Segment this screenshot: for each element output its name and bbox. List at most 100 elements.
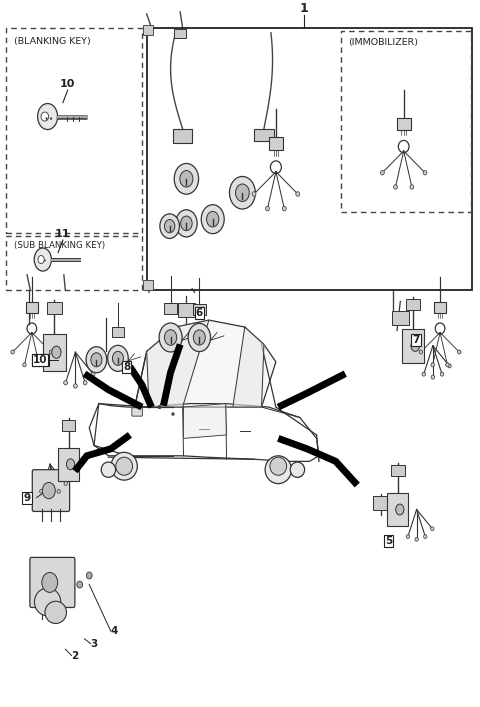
Ellipse shape <box>176 210 197 237</box>
Text: 6: 6 <box>196 308 203 318</box>
Ellipse shape <box>415 537 418 542</box>
Polygon shape <box>135 320 276 407</box>
Ellipse shape <box>64 481 67 486</box>
Bar <box>144 281 153 290</box>
Ellipse shape <box>410 185 414 189</box>
Ellipse shape <box>41 112 48 121</box>
Bar <box>340 31 471 212</box>
FancyBboxPatch shape <box>30 557 75 607</box>
Ellipse shape <box>44 259 46 262</box>
Bar <box>254 129 274 141</box>
Bar <box>406 299 420 310</box>
Text: (IMMOBILIZER): (IMMOBILIZER) <box>348 38 418 47</box>
Bar <box>392 311 409 325</box>
FancyBboxPatch shape <box>32 469 70 511</box>
Ellipse shape <box>49 350 53 354</box>
Bar <box>173 129 192 143</box>
Ellipse shape <box>206 211 219 227</box>
Ellipse shape <box>77 581 83 588</box>
Text: (SUB BLANKING KEY): (SUB BLANKING KEY) <box>13 242 105 250</box>
Bar <box>112 327 124 337</box>
Ellipse shape <box>83 380 87 385</box>
Ellipse shape <box>265 456 291 484</box>
Bar <box>391 465 405 476</box>
Ellipse shape <box>265 206 269 211</box>
Ellipse shape <box>160 214 180 238</box>
Ellipse shape <box>419 350 422 354</box>
Text: 11: 11 <box>55 228 71 239</box>
Bar <box>174 28 186 38</box>
Ellipse shape <box>165 329 177 345</box>
Ellipse shape <box>296 192 300 197</box>
Ellipse shape <box>40 489 43 493</box>
Ellipse shape <box>23 363 26 367</box>
Bar <box>147 28 472 290</box>
Ellipse shape <box>252 192 256 197</box>
Ellipse shape <box>116 457 132 475</box>
Text: 9: 9 <box>24 493 31 503</box>
Ellipse shape <box>236 184 249 201</box>
Text: 3: 3 <box>91 638 98 649</box>
Text: 8: 8 <box>123 363 130 373</box>
Polygon shape <box>183 404 227 438</box>
Ellipse shape <box>45 601 67 624</box>
Ellipse shape <box>431 527 434 530</box>
Ellipse shape <box>86 572 92 579</box>
Ellipse shape <box>193 330 205 345</box>
Ellipse shape <box>37 363 41 367</box>
Ellipse shape <box>457 350 461 354</box>
Text: 10: 10 <box>60 78 75 88</box>
Ellipse shape <box>270 457 287 475</box>
Ellipse shape <box>201 205 224 234</box>
Ellipse shape <box>50 117 52 119</box>
Ellipse shape <box>57 489 60 493</box>
Bar <box>372 496 390 510</box>
Bar <box>47 302 62 315</box>
Ellipse shape <box>157 405 161 409</box>
Ellipse shape <box>188 323 211 351</box>
Ellipse shape <box>411 340 420 351</box>
Ellipse shape <box>431 375 435 379</box>
Ellipse shape <box>180 170 193 187</box>
Ellipse shape <box>229 177 255 209</box>
Ellipse shape <box>422 372 426 376</box>
Ellipse shape <box>180 216 192 230</box>
Ellipse shape <box>440 372 444 376</box>
Text: 7: 7 <box>412 334 420 344</box>
FancyBboxPatch shape <box>132 408 143 416</box>
Ellipse shape <box>174 163 199 194</box>
Text: (BLANKING KEY): (BLANKING KEY) <box>13 37 90 46</box>
Ellipse shape <box>91 372 95 376</box>
Polygon shape <box>147 320 209 407</box>
Bar <box>192 304 206 315</box>
Text: 2: 2 <box>72 650 79 660</box>
Ellipse shape <box>448 364 451 368</box>
Ellipse shape <box>38 255 44 264</box>
Ellipse shape <box>35 588 61 616</box>
Bar <box>434 303 446 313</box>
Text: 10: 10 <box>33 356 47 366</box>
Ellipse shape <box>73 384 77 388</box>
FancyBboxPatch shape <box>43 334 66 370</box>
Text: 5: 5 <box>385 536 392 546</box>
Ellipse shape <box>112 351 123 366</box>
FancyBboxPatch shape <box>58 448 79 481</box>
Ellipse shape <box>111 452 137 480</box>
Bar <box>269 137 283 150</box>
Bar <box>178 303 195 317</box>
Bar <box>6 28 142 233</box>
Ellipse shape <box>171 412 175 416</box>
Ellipse shape <box>46 117 48 119</box>
Ellipse shape <box>424 534 427 539</box>
Ellipse shape <box>381 170 384 175</box>
Ellipse shape <box>64 380 68 385</box>
Bar <box>62 420 75 431</box>
Bar <box>25 303 38 313</box>
Ellipse shape <box>446 363 449 367</box>
FancyBboxPatch shape <box>387 493 408 526</box>
Ellipse shape <box>394 185 397 189</box>
Bar <box>397 117 410 130</box>
Ellipse shape <box>34 248 51 271</box>
Text: 1: 1 <box>300 1 308 15</box>
Ellipse shape <box>101 462 116 477</box>
